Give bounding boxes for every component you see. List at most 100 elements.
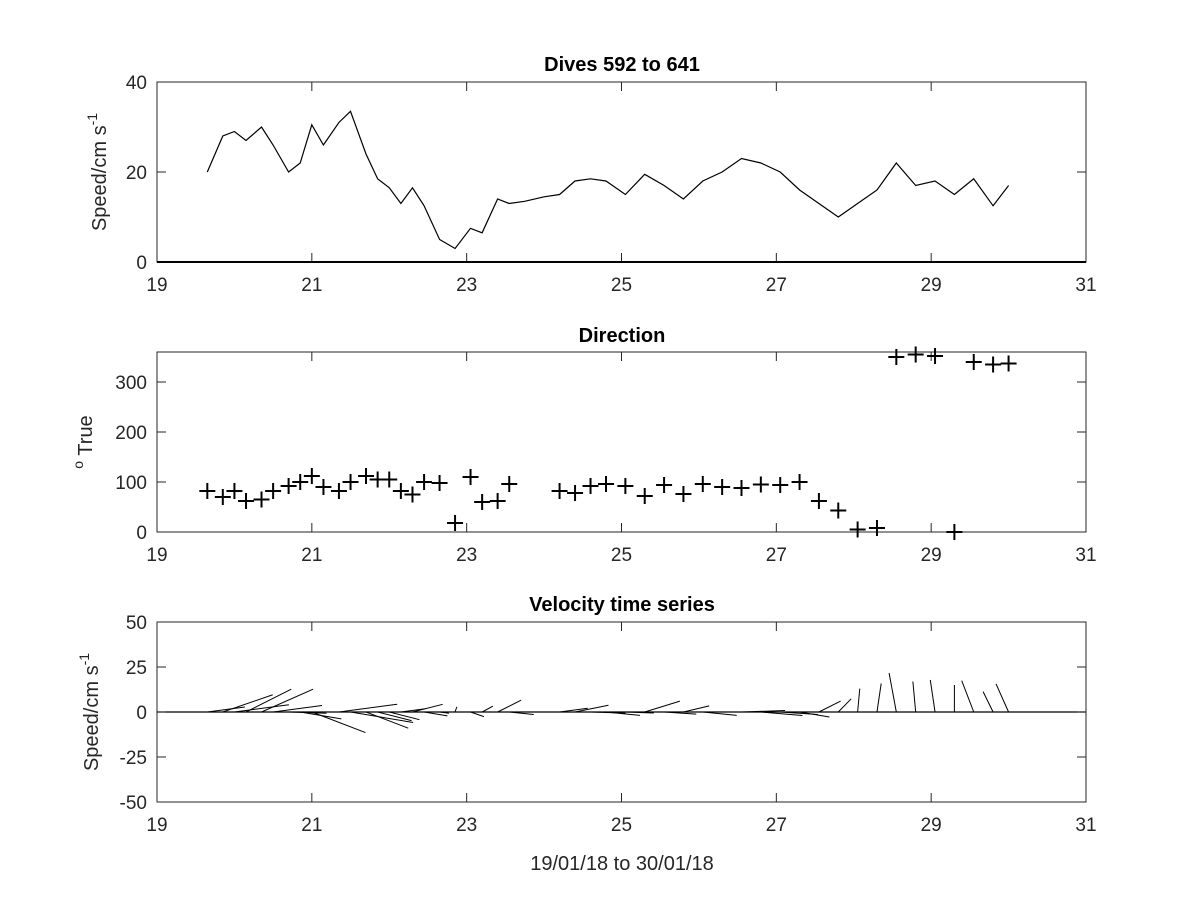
direction-x-tick-label: 27 bbox=[766, 545, 787, 566]
velocity-panel-title: Velocity time series bbox=[529, 594, 715, 616]
velocity-stick bbox=[338, 703, 398, 713]
velocity-stick bbox=[683, 705, 710, 713]
direction-panel: Direction 19 21 23 25 27 29 31 0 100 200 300 o Tru… bbox=[70, 325, 1097, 566]
direction-marker bbox=[358, 468, 375, 484]
direction-marker bbox=[714, 479, 731, 495]
velocity-stick bbox=[741, 710, 786, 713]
velocity-stick bbox=[605, 711, 641, 716]
speed-series-line bbox=[206, 110, 1010, 250]
velocity-stick bbox=[261, 688, 314, 713]
velocity-stick bbox=[625, 711, 654, 714]
direction-marker bbox=[280, 478, 297, 494]
direction-marker bbox=[849, 521, 866, 538]
direction-y-tick-label: 200 bbox=[115, 423, 147, 444]
velocity-stick bbox=[439, 711, 450, 714]
direction-marker bbox=[416, 474, 433, 490]
direction-y-tick-label: 100 bbox=[115, 473, 147, 494]
velocity-stick bbox=[273, 704, 323, 713]
direction-marker bbox=[489, 493, 506, 509]
velocity-stick bbox=[288, 711, 327, 714]
direction-marker bbox=[501, 476, 518, 492]
speed-x-tick-label: 29 bbox=[921, 275, 942, 296]
velocity-stick bbox=[799, 711, 830, 718]
direction-marker bbox=[1000, 355, 1017, 372]
velocity-stick bbox=[574, 704, 609, 713]
velocity-stick bbox=[311, 711, 366, 734]
direction-marker bbox=[199, 483, 216, 499]
velocity-stick bbox=[760, 711, 803, 716]
velocity-stick bbox=[207, 706, 245, 713]
velocity-x-tick-label: 19 bbox=[146, 815, 167, 836]
velocity-x-tick-label: 31 bbox=[1075, 815, 1096, 836]
direction-marker bbox=[551, 483, 568, 499]
velocity-x-tick-label: 29 bbox=[921, 815, 942, 836]
direction-marker bbox=[946, 524, 963, 540]
direction-marker bbox=[810, 493, 827, 509]
direction-marker bbox=[636, 488, 653, 504]
direction-marker bbox=[830, 502, 847, 519]
velocity-stick bbox=[857, 688, 861, 713]
direction-marker bbox=[474, 494, 491, 510]
direction-x-tick-label: 19 bbox=[146, 545, 167, 566]
direction-marker bbox=[567, 485, 584, 501]
velocity-y-axis-label-superscript: -1 bbox=[76, 653, 92, 666]
direction-marker bbox=[733, 480, 750, 496]
velocity-stick bbox=[470, 711, 485, 718]
direction-y-tick-label: 0 bbox=[136, 523, 147, 544]
velocity-stick bbox=[481, 705, 494, 713]
direction-marker bbox=[315, 479, 332, 495]
speed-y-axis-label: Speed/cm s-1 bbox=[84, 113, 111, 231]
velocity-panel: Velocity time series 19 21 23 25 27 29 31 50 25 0… bbox=[76, 594, 1097, 875]
direction-marker bbox=[927, 348, 944, 364]
direction-x-tick-label: 21 bbox=[301, 545, 322, 566]
direction-marker bbox=[656, 477, 673, 493]
direction-markers bbox=[199, 346, 1017, 540]
speed-x-tick-label: 19 bbox=[146, 275, 167, 296]
direction-panel-title: Direction bbox=[579, 325, 666, 347]
speed-x-tick-label: 31 bbox=[1075, 275, 1096, 296]
direction-marker bbox=[582, 478, 599, 494]
direction-axis-ticks: 19 21 23 25 27 29 31 0 100 200 300 bbox=[115, 352, 1097, 566]
direction-marker bbox=[238, 493, 255, 509]
velocity-y-tick-label: 0 bbox=[136, 703, 147, 724]
velocity-stick bbox=[377, 711, 412, 722]
direction-marker bbox=[888, 349, 905, 365]
velocity-x-axis-label: 19/01/18 to 30/01/18 bbox=[530, 853, 714, 875]
velocity-stick bbox=[818, 700, 841, 713]
direction-marker bbox=[226, 483, 243, 499]
direction-marker bbox=[392, 483, 409, 499]
velocity-stick bbox=[995, 683, 1010, 713]
speed-x-tick-label: 25 bbox=[611, 275, 632, 296]
velocity-stick bbox=[702, 711, 737, 716]
direction-y-tick-label: 300 bbox=[115, 373, 147, 394]
velocity-x-tick-label: 27 bbox=[766, 815, 787, 836]
velocity-y-axis-label: Speed/cm s-1 bbox=[76, 653, 103, 771]
velocity-stick bbox=[664, 711, 697, 715]
speed-x-tick-label: 23 bbox=[456, 275, 477, 296]
velocity-stick bbox=[454, 706, 458, 713]
velocity-x-tick-label: 23 bbox=[456, 815, 477, 836]
direction-x-tick-label: 23 bbox=[456, 545, 477, 566]
velocity-y-tick-label: 25 bbox=[126, 658, 147, 679]
velocity-stick bbox=[497, 699, 522, 713]
speed-y-tick-label: 20 bbox=[126, 163, 147, 184]
speed-y-axis-label-superscript: -1 bbox=[84, 113, 100, 126]
speed-x-tick-label: 27 bbox=[766, 275, 787, 296]
velocity-y-tick-label: -25 bbox=[120, 748, 147, 769]
direction-y-axis-label-superscript: o bbox=[70, 461, 86, 469]
direction-y-axis-label: o True bbox=[70, 415, 97, 468]
direction-marker bbox=[265, 483, 282, 499]
direction-marker bbox=[617, 478, 634, 494]
speed-x-tick-label: 21 bbox=[301, 275, 322, 296]
velocity-x-tick-label: 25 bbox=[611, 815, 632, 836]
velocity-stick bbox=[365, 711, 409, 729]
velocity-y-tick-label: -50 bbox=[120, 793, 147, 814]
direction-marker bbox=[965, 354, 982, 370]
velocity-sticks bbox=[207, 672, 1010, 734]
direction-marker bbox=[694, 476, 711, 492]
velocity-stick bbox=[929, 679, 936, 713]
velocity-stick bbox=[876, 683, 882, 713]
direction-marker bbox=[303, 468, 320, 484]
direction-marker bbox=[907, 346, 924, 363]
